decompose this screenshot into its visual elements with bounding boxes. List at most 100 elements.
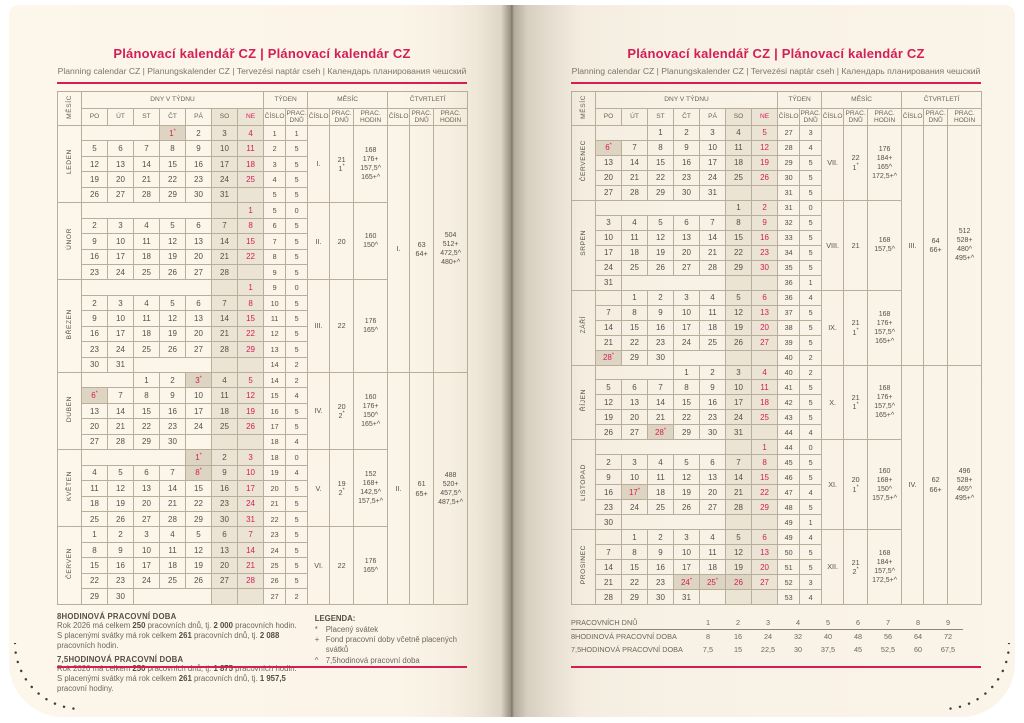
day-cell: 28* xyxy=(595,349,622,366)
title-rule xyxy=(571,82,981,84)
calendar-week-row: 28 29 30 31 53 4 xyxy=(572,589,982,605)
day-cell: 24 xyxy=(133,572,160,590)
day-cell: 16 xyxy=(107,557,134,574)
subcolumn-header: PRAC. DNŮ xyxy=(923,108,949,126)
day-cell: 17 xyxy=(236,480,265,497)
day-header-so: SO xyxy=(725,108,752,126)
day-cell: 19 xyxy=(725,319,752,336)
day-cell: 6 xyxy=(133,464,160,482)
week-workdays-cell: 5 xyxy=(285,341,309,358)
day-cell: 13 xyxy=(211,541,238,559)
day-cell: 27 xyxy=(595,184,622,201)
footer-table-value: 30 xyxy=(793,645,803,654)
week-workdays-cell: 0 xyxy=(799,199,823,216)
bottom-rule xyxy=(57,666,467,668)
month-number-cell: VI. xyxy=(307,526,331,605)
section-heading: 8HODINOVÁ PRACOVNÍ DOBA xyxy=(57,612,177,621)
day-cell: 26 xyxy=(236,418,265,435)
quarter-workhours-cell: 512 528+ 480^ 495+^ xyxy=(947,125,983,366)
footer-table-row-label: 7,5HODINOVÁ PRACOVNÍ DOBA xyxy=(571,645,683,654)
day-cell xyxy=(725,274,752,291)
day-cell: 31 xyxy=(595,274,622,291)
legend-symbol: ^ xyxy=(314,655,319,665)
footer-table-value: 22,5 xyxy=(760,645,776,654)
day-cell: 19 xyxy=(647,244,674,261)
day-cell: 25 xyxy=(699,334,726,351)
week-workdays-cell: 5 xyxy=(799,214,823,231)
page-title: Plánovací kalendář CZ | Plánovací kalend… xyxy=(627,46,925,61)
empty-day-cell xyxy=(185,433,212,451)
day-cell: 30 xyxy=(699,424,726,441)
month-name-cell: LISTOPAD xyxy=(571,439,596,531)
section-line: Rok 2026 má celkem 250 pracovních dnů, t… xyxy=(57,621,297,630)
day-header-po: PO xyxy=(595,108,622,126)
month-workdays-cell: 21 2* xyxy=(843,529,869,605)
week-number-cell: 23 xyxy=(263,526,287,543)
day-cell: 13 xyxy=(81,402,108,420)
day-cell: 14 xyxy=(621,154,648,171)
day-cell: 30 xyxy=(159,433,186,451)
day-cell: 19 xyxy=(185,557,212,574)
footer-table-value: 15 xyxy=(733,645,743,654)
day-cell: 29 xyxy=(159,186,186,204)
day-cell: 4 xyxy=(699,529,726,546)
month-name-cell: ÚNOR xyxy=(57,202,82,281)
week-workdays-cell: 5 xyxy=(799,169,823,186)
day-cell: 3* xyxy=(185,371,212,389)
footer-table-value: 32 xyxy=(793,632,803,641)
subcolumn-header: ČÍSLO xyxy=(777,108,801,126)
day-cell: 7 xyxy=(236,526,265,543)
day-cell: 5 xyxy=(81,140,108,157)
calendar-week-row: 14 15 16 17 18 19 20 38 5 xyxy=(572,319,982,336)
day-cell: 30 xyxy=(673,184,700,201)
month-number-cell: VII. xyxy=(821,125,845,201)
day-cell: 19 xyxy=(673,484,700,501)
day-header-st: ST xyxy=(133,108,160,126)
day-cell: 29 xyxy=(647,184,674,201)
month-workhours-cell: 160 176+ 150^ 165+^ xyxy=(353,371,389,451)
day-cell: 4 xyxy=(621,214,648,231)
day-cell: 11 xyxy=(647,469,674,486)
week-workdays-cell: 2 xyxy=(799,349,823,366)
subcolumn-header: ČÍSLO xyxy=(821,108,845,126)
day-cell: 20 xyxy=(750,559,779,576)
month-workdays-cell: 19 2* xyxy=(329,449,355,528)
week-number-cell: 5 xyxy=(263,186,287,204)
week-number-cell: 26 xyxy=(263,572,287,590)
legend-text: 7,5hodinová pracovní doba xyxy=(325,655,420,665)
day-cell xyxy=(211,356,238,374)
day-cell: 19 xyxy=(595,409,622,426)
week-workdays-cell: 2 xyxy=(799,364,823,381)
month-workhours-cell: 152 168+ 142,5^ 157,5+^ xyxy=(353,449,389,528)
day-cell: 22 xyxy=(621,574,648,591)
empty-day-cell xyxy=(81,202,212,219)
month-workhours-cell: 168 176+ 157,5^ 165+^ xyxy=(867,364,903,441)
day-cell: 15 xyxy=(236,310,265,327)
day-cell: 4 xyxy=(236,124,265,142)
week-number-cell: 41 xyxy=(777,379,801,396)
day-cell xyxy=(236,263,265,281)
day-cell: 13 xyxy=(133,480,160,497)
page-title: Plánovací kalendář CZ | Plánovací kalend… xyxy=(113,46,411,61)
day-cell: 22 xyxy=(236,325,265,343)
week-workdays-cell: 5 xyxy=(285,248,309,265)
day-cell: 10 xyxy=(211,140,238,157)
day-cell: 6 xyxy=(185,217,212,235)
day-cell: 1 xyxy=(133,371,160,389)
day-cell: 9 xyxy=(211,464,238,482)
calendar-week-row: ČERVENEC 1 2 3 4 5 27 3 VII. 22 1* 176 184+ 165^ 172,5… xyxy=(571,125,983,366)
week-workdays-cell: 5 xyxy=(285,217,309,235)
day-cell: 29 xyxy=(185,510,212,528)
day-cell: 12 xyxy=(595,394,622,411)
week-number-cell: 32 xyxy=(777,214,801,231)
day-cell: 25 xyxy=(133,341,160,358)
day-cell: 5 xyxy=(159,217,186,235)
day-cell: 11 xyxy=(699,544,726,561)
day-cell: 11 xyxy=(133,233,160,250)
week-workdays-cell: 5 xyxy=(285,526,309,543)
day-cell: 1 xyxy=(81,526,108,543)
month-group-header: MĚSÍC xyxy=(821,91,903,109)
week-workdays-cell: 3 xyxy=(799,125,823,141)
day-cell: 13 xyxy=(750,304,779,321)
footer-table-row: 8HODINOVÁ PRACOVNÍ DOBA 8 16 24 32 40 48 56 64 72 xyxy=(571,630,963,644)
